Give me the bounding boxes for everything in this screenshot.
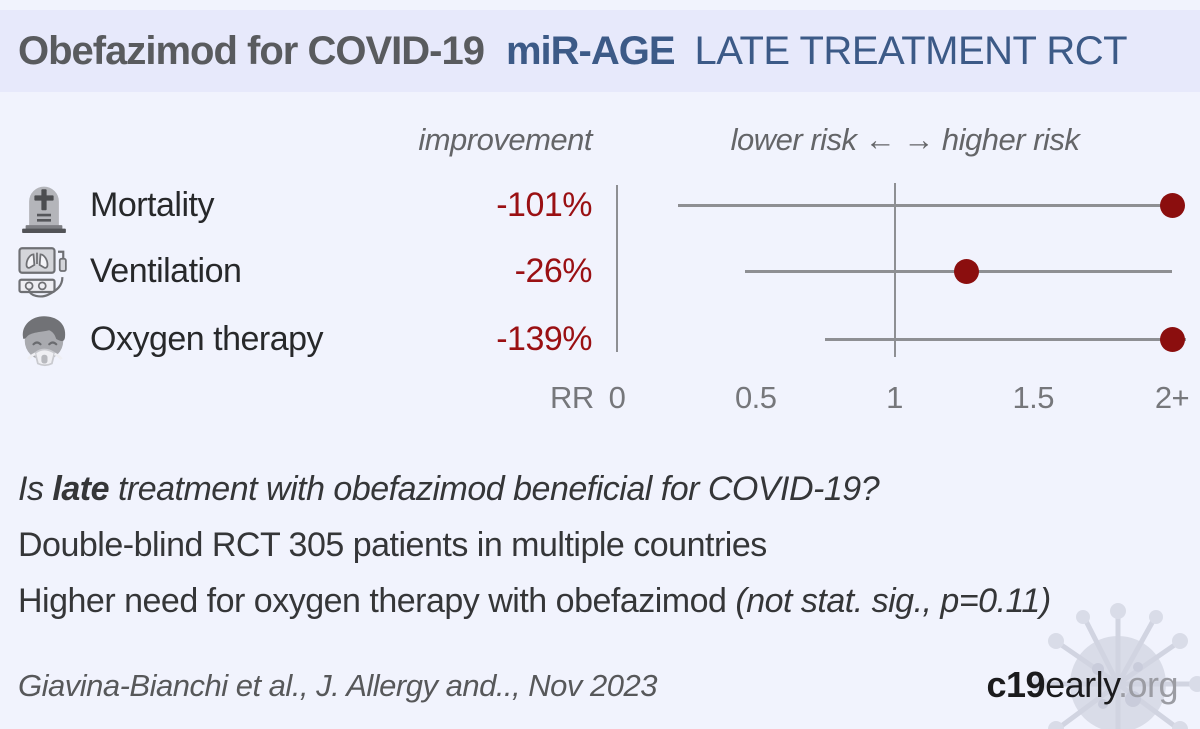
site-link-regular: early	[1045, 664, 1118, 705]
site-link-bold: c19	[986, 664, 1046, 705]
improvement-column-header: improvement	[418, 122, 592, 157]
coronavirus-watermark	[1031, 603, 1200, 729]
page-title: Obefazimod for COVID-19	[18, 28, 485, 73]
outcome-label-mortality: Mortality	[90, 186, 214, 224]
outcome-improvement-oxygen-therapy: -139%	[496, 320, 592, 358]
point-estimate-ventilation	[954, 258, 980, 284]
result-main: Higher need for oxygen therapy with obef…	[18, 582, 736, 620]
question-bold-word: late	[52, 470, 109, 508]
ci-line-ventilation	[744, 269, 1172, 273]
axis-tick-1: 1	[886, 380, 903, 415]
header-band: Obefazimod for COVID-19 miR-AGE LATE TRE…	[0, 10, 1200, 92]
study-question: Is late treatment with obefazimod benefi…	[18, 470, 880, 509]
axis-tick-0: 0	[608, 380, 626, 415]
site-link[interactable]: c19early.org	[986, 664, 1179, 706]
outcome-label-ventilation: Ventilation	[90, 252, 242, 290]
site-link-domain: .org	[1117, 664, 1179, 705]
trial-name: miR-AGE	[505, 28, 676, 73]
study-design: Double-blind RCT 305 patients in multipl…	[18, 526, 767, 564]
outcome-improvement-ventilation: -26%	[514, 252, 593, 290]
trial-type-label: LATE TREATMENT RCT	[694, 28, 1128, 73]
ventilator-icon	[16, 243, 72, 299]
axis-title-rr: RR	[550, 380, 594, 415]
ci-line-mortality	[678, 203, 1172, 207]
point-estimate-mortality	[1159, 192, 1185, 218]
oxygen-mask-icon	[16, 311, 72, 367]
result-significance: (not stat. sig., p=0.11)	[735, 582, 1051, 620]
outcome-improvement-mortality: -101%	[496, 186, 592, 224]
axis-tick-1.5: 1.5	[1012, 380, 1055, 415]
question-prefix: Is	[18, 470, 53, 508]
outcome-label-oxygen-therapy: Oxygen therapy	[90, 320, 324, 358]
citation: Giavina-Bianchi et al., J. Allergy and..…	[18, 668, 657, 703]
axis-zero-line	[616, 185, 618, 352]
axis-tick-2+: 2+	[1154, 380, 1190, 415]
study-result: Higher need for oxygen therapy with obef…	[18, 582, 1051, 621]
tombstone-icon	[16, 177, 72, 233]
axis-tick-0.5: 0.5	[734, 380, 777, 415]
risk-direction-header: lower risk ← → higher risk	[730, 122, 1080, 157]
ci-line-oxygen-therapy	[825, 337, 1186, 341]
reference-line-rr1	[893, 183, 896, 357]
question-rest: treatment with obefazimod beneficial for…	[109, 470, 880, 508]
point-estimate-oxygen-therapy	[1159, 326, 1185, 352]
